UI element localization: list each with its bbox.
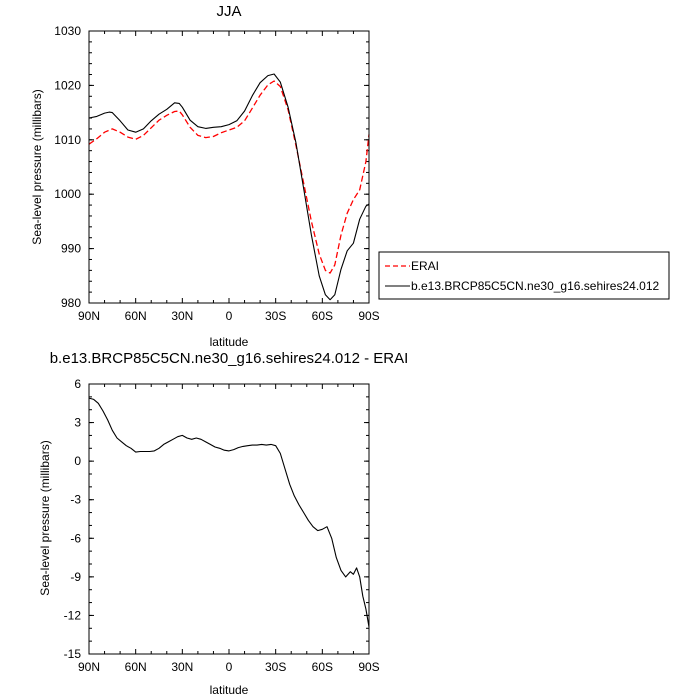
top-chart-ylabel: Sea-level pressure (millibars) [30,89,44,244]
bottom-chart-ytick-label: 0 [74,454,81,468]
bottom-chart-series-line-0 [88,397,370,628]
bottom-chart-xtick-label: 60S [312,660,333,674]
top-chart-xtick-label: 90N [78,309,100,323]
top-chart-series-line-1 [88,73,370,301]
bottom-chart-series [88,397,370,628]
top-chart-ytick-label: 990 [61,242,81,256]
bottom-chart-ytick-label: -9 [70,570,81,584]
top-chart-ytick-label: 1000 [54,187,81,201]
bottom-chart-xtick-label: 30N [171,660,193,674]
top-chart-ytick-label: 980 [61,296,81,310]
top-chart-xlabel: latitude [210,335,249,349]
top-chart-series [88,73,370,301]
top-chart-ytick-label: 1030 [54,24,81,38]
top-chart-ticks: 90N 60N 30N 0 30S 60S 90S 980 990 1000 1010 1020 103… [54,24,379,323]
bottom-chart-xtick-label: 90S [358,660,379,674]
bottom-chart-ticks: 90N 60N 30N 0 30S 60S 90S -15 -12 -9 -6 -3 0 3 6 [64,377,380,674]
bottom-chart-xtick-label: 30S [265,660,286,674]
bottom-chart-ytick-label: -6 [70,531,81,545]
bottom-chart-frame [88,383,370,655]
bottom-chart-title: b.e13.BRCP85C5CN.ne30_g16.sehires24.012 … [50,350,409,367]
bottom-chart-xtick-label: 90N [78,660,100,674]
bottom-chart-ytick-label: -3 [70,493,81,507]
legend-erai-label: ERAI [411,259,439,273]
bottom-chart: b.e13.BRCP85C5CN.ne30_g16.sehires24.012 … [38,350,408,697]
bottom-chart-xtick-label: 60N [125,660,147,674]
legend: ERAI b.e13.BRCP85C5CN.ne30_g16.sehires24… [378,251,670,300]
top-chart-xtick-label: 0 [226,309,233,323]
bottom-chart-xlabel: latitude [210,683,249,697]
top-chart-frame [88,30,370,304]
bottom-chart-ylabel: Sea-level pressure (millibars) [38,440,52,595]
top-chart-ytick-label: 1020 [54,78,81,92]
top-chart-xtick-label: 90S [358,309,379,323]
bottom-chart-ytick-label: -15 [64,647,82,661]
bottom-chart-ytick-label: 3 [74,416,81,430]
top-chart-xtick-label: 30N [171,309,193,323]
top-chart-xtick-label: 30S [265,309,286,323]
bottom-chart-ytick-label: -12 [64,608,82,622]
bottom-chart-xtick-label: 0 [226,660,233,674]
legend-model-label: b.e13.BRCP85C5CN.ne30_g16.sehires24.012 [411,279,659,293]
bottom-chart-ytick-label: 6 [74,377,81,391]
top-chart: JJA latitude Sea-level pressure (milliba… [30,3,670,349]
legend-box [378,251,670,300]
top-chart-xtick-label: 60N [125,309,147,323]
top-chart-title: JJA [216,3,241,20]
top-chart-xtick-label: 60S [312,309,333,323]
top-chart-ytick-label: 1010 [54,133,81,147]
top-chart-series-line-0 [88,80,370,274]
